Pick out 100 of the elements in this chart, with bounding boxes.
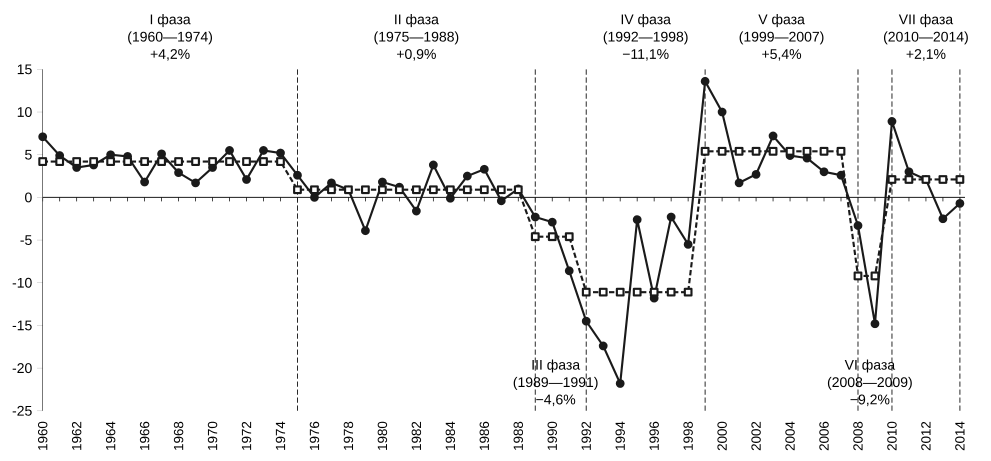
- point: [208, 156, 217, 166]
- x-tick-label: 1990: [548, 421, 557, 450]
- point: [938, 214, 948, 223]
- point: [616, 378, 625, 388]
- y-tick-label: -25: [12, 406, 32, 416]
- point: [242, 174, 251, 184]
- y-tick-label: 5: [25, 150, 32, 160]
- point: [123, 156, 132, 166]
- point: [361, 185, 370, 194]
- point: [310, 185, 319, 194]
- annotation: (2008—2009): [828, 376, 912, 390]
- point: [428, 160, 438, 170]
- point: [836, 170, 846, 180]
- x-tick-label: 1986: [480, 422, 490, 450]
- x-tick-label: 2002: [751, 422, 761, 450]
- x-tick-label: 1982: [412, 422, 422, 450]
- point: [564, 266, 574, 275]
- y-tick-label: 10: [18, 106, 32, 117]
- point: [293, 170, 302, 180]
- point: [616, 288, 625, 296]
- point: [904, 174, 914, 184]
- point: [888, 174, 896, 184]
- y-tick-label: 0: [25, 192, 32, 202]
- point: [378, 185, 387, 194]
- point: [870, 319, 880, 328]
- x-tick-label: 2010: [887, 421, 897, 450]
- y-tick-label: -5: [20, 234, 32, 245]
- point: [327, 185, 336, 194]
- point: [157, 149, 166, 158]
- point: [598, 288, 608, 296]
- text: (1960—1974): [128, 31, 212, 44]
- point: [72, 156, 82, 166]
- text: (1975—1988): [374, 31, 458, 44]
- point: [446, 194, 455, 202]
- point: [496, 196, 506, 205]
- point: [955, 198, 964, 208]
- point: [548, 232, 557, 241]
- point: [734, 178, 744, 188]
- y-tick-label: -10: [12, 278, 32, 288]
- point: [412, 206, 421, 216]
- x-tick-label: 1972: [242, 422, 252, 450]
- point: [718, 146, 727, 156]
- x-tick-label: 1962: [72, 422, 82, 450]
- point: [293, 185, 302, 194]
- x-tick-label: 2004: [785, 421, 795, 450]
- point: [582, 316, 591, 326]
- point: [276, 156, 285, 166]
- point: [38, 132, 48, 141]
- x-tick-label: 1984: [446, 421, 456, 450]
- point: [462, 171, 472, 180]
- annotation: (1989—1991): [514, 376, 598, 390]
- text: −11,1%: [622, 48, 669, 60]
- text: II фаза: [395, 14, 439, 27]
- point: [718, 107, 727, 116]
- point: [174, 156, 183, 166]
- x-tick-label: 1966: [140, 422, 150, 450]
- y-tick-label: -20: [12, 362, 32, 373]
- point: [38, 156, 48, 166]
- point: [106, 156, 116, 166]
- point: [888, 116, 896, 126]
- point: [786, 146, 794, 156]
- x-tick-label: 1960: [38, 421, 48, 450]
- text: IV фаза: [622, 14, 671, 27]
- point: [276, 148, 285, 158]
- text: (1992—1998): [604, 31, 688, 44]
- annotation: −9,2%: [850, 394, 890, 406]
- point: [684, 240, 693, 249]
- point: [820, 167, 828, 176]
- x-tick-label: 1970: [208, 421, 218, 450]
- point: [666, 212, 676, 222]
- point: [700, 76, 710, 86]
- point: [259, 156, 268, 166]
- x-tick-label: 1998: [683, 422, 693, 450]
- text: (1999—2007): [740, 31, 824, 44]
- x-tick-label: 1976: [310, 422, 320, 450]
- annotation: III фаза: [532, 359, 580, 372]
- point: [191, 156, 200, 166]
- annotation: −4,6%: [536, 394, 576, 406]
- point: [768, 146, 778, 156]
- point: [836, 146, 846, 156]
- point: [632, 288, 642, 296]
- point: [157, 156, 166, 166]
- x-tick-label: 1964: [106, 421, 116, 450]
- point: [752, 170, 760, 179]
- point: [361, 226, 370, 235]
- text: VII фаза: [898, 14, 954, 27]
- point: [530, 232, 540, 241]
- text: +0,9%: [397, 48, 436, 60]
- point: [191, 178, 200, 188]
- point: [734, 146, 744, 156]
- point: [394, 185, 404, 194]
- point: [904, 167, 914, 176]
- point: [259, 146, 268, 155]
- point: [564, 232, 574, 241]
- x-tick-label: 1974: [276, 421, 286, 450]
- point: [174, 168, 183, 177]
- point: [768, 131, 778, 140]
- point: [632, 214, 642, 224]
- point: [140, 177, 150, 186]
- point: [225, 146, 234, 155]
